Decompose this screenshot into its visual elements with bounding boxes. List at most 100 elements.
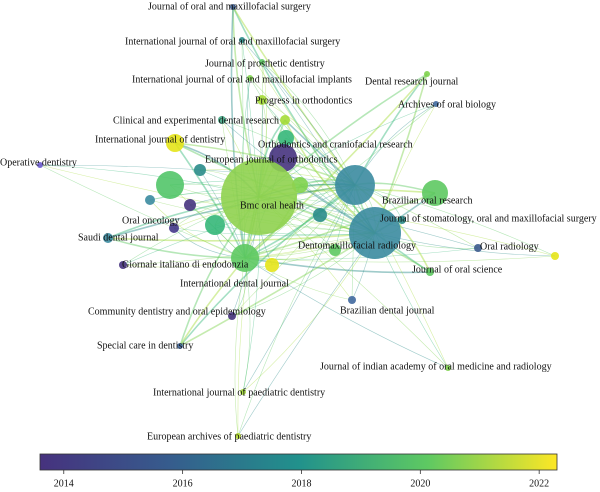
node <box>156 171 184 199</box>
node <box>349 207 401 259</box>
edge <box>354 184 556 257</box>
colorbar-tick-label: 2022 <box>529 478 549 489</box>
node <box>119 261 127 269</box>
node <box>145 195 155 205</box>
node <box>239 37 245 43</box>
node-label: Brazilian oral research <box>382 195 473 206</box>
node-label: Community dentistry and oral epidemiolog… <box>88 306 266 317</box>
node-label: Progress in orthodontics <box>255 95 352 106</box>
edge <box>242 184 356 393</box>
edge <box>241 39 376 234</box>
node <box>329 244 341 256</box>
node <box>218 116 226 124</box>
node-label: European journal of orthodontics <box>205 154 338 165</box>
node <box>235 433 241 439</box>
edge <box>244 103 437 259</box>
node <box>231 244 259 272</box>
node <box>257 95 267 105</box>
node <box>37 162 43 168</box>
node-label: Journal of indian academy of oral medici… <box>320 361 552 372</box>
edge <box>107 237 246 259</box>
node-label: Special care in dentistry <box>97 340 193 351</box>
node-label: International journal of dentistry <box>95 134 225 145</box>
node <box>426 268 434 276</box>
node-label: Dentomaxillofacial radiology <box>298 240 416 251</box>
node <box>474 244 482 252</box>
edge <box>244 257 449 369</box>
edge <box>241 39 246 259</box>
node <box>184 199 196 211</box>
node <box>169 223 179 233</box>
node <box>103 233 113 243</box>
edge <box>354 184 449 369</box>
node <box>265 258 279 272</box>
node-label: Archives of oral biology <box>398 99 496 110</box>
node-label: Dental research journal <box>365 76 459 87</box>
edge <box>244 192 436 259</box>
node-label: International journal of oral and maxill… <box>132 74 352 85</box>
node <box>259 59 265 65</box>
node-label: European archives of paediatric dentistr… <box>147 431 311 442</box>
node-label: International journal of paediatric dent… <box>153 387 325 398</box>
node <box>221 159 297 235</box>
node <box>445 365 451 371</box>
edge <box>173 227 376 237</box>
node-label: Journal of stomatology, oral and maxillo… <box>380 213 597 224</box>
edge <box>39 164 376 234</box>
edge <box>234 257 246 437</box>
colorbar-tick-label: 2014 <box>54 478 74 489</box>
edge <box>258 196 556 257</box>
edge <box>242 257 251 393</box>
node <box>398 216 406 224</box>
node <box>335 165 375 205</box>
colorbar-tick-label: 2018 <box>291 478 311 489</box>
node-label: Oral radiology <box>480 241 539 252</box>
node-labels: Journal of oral and maxillofacial surger… <box>0 1 597 442</box>
node-label: Bmc oral health <box>240 200 304 211</box>
node-label: International journal of oral and maxill… <box>125 36 340 47</box>
node <box>313 208 327 222</box>
nodes <box>37 4 559 439</box>
colorbar <box>39 453 558 471</box>
colorbar-tick-label: 2016 <box>173 478 193 489</box>
node <box>230 4 236 10</box>
colorbar-ticks: 2014 2016 2018 2020 2022 <box>54 470 549 489</box>
node <box>422 180 448 206</box>
edge <box>107 232 376 242</box>
node <box>194 164 206 176</box>
node-label: Journal of oral and maxillofacial surger… <box>148 1 311 12</box>
node <box>551 252 559 260</box>
node <box>278 130 294 146</box>
node <box>424 71 430 77</box>
node <box>280 115 290 125</box>
edge <box>244 255 556 263</box>
edge <box>179 184 356 347</box>
node-label: Journal of oral science <box>412 264 503 275</box>
colorbar-tick-label: 2020 <box>410 478 430 489</box>
edge <box>179 257 246 347</box>
edge <box>249 77 356 186</box>
node <box>348 296 356 304</box>
node-label: Giornale italiano di endodonzia <box>122 259 249 270</box>
edge <box>244 73 428 259</box>
node-label: Saudi dental journal <box>78 232 159 243</box>
node-label: Clinical and experimental dental researc… <box>113 115 279 126</box>
edge <box>232 6 356 186</box>
node <box>433 101 439 107</box>
edge <box>237 232 376 437</box>
node <box>205 215 225 235</box>
node-label: Operative dentistry <box>0 157 77 168</box>
node-label: Brazilian dental journal <box>340 305 435 316</box>
edge <box>39 164 246 259</box>
node <box>166 134 184 152</box>
node-label: Journal of prosthetic dentistry <box>205 58 325 69</box>
edge <box>179 232 376 347</box>
node <box>228 312 236 320</box>
node <box>247 75 253 81</box>
node-label: Oral oncology <box>122 215 180 226</box>
node-label: Orthodontics and craniofacial research <box>258 139 413 150</box>
node <box>177 343 183 349</box>
node-label: International dental journal <box>180 278 289 289</box>
node <box>240 389 246 395</box>
